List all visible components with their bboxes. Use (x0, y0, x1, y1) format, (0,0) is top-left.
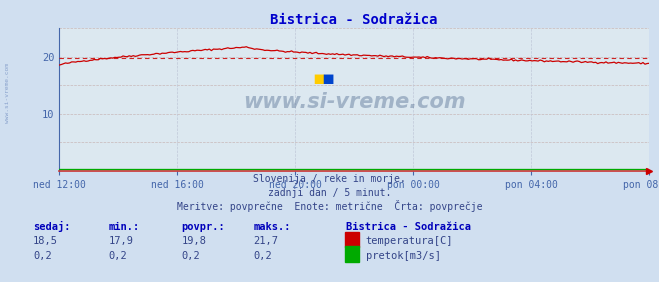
Text: ▪: ▪ (312, 69, 326, 87)
Text: 0,2: 0,2 (109, 251, 127, 261)
Text: 0,2: 0,2 (181, 251, 200, 261)
Text: 0,2: 0,2 (254, 251, 272, 261)
Text: Meritve: povprečne  Enote: metrične  Črta: povprečje: Meritve: povprečne Enote: metrične Črta:… (177, 200, 482, 212)
Text: 17,9: 17,9 (109, 236, 134, 246)
Text: pretok[m3/s]: pretok[m3/s] (366, 251, 441, 261)
Text: 0,2: 0,2 (33, 251, 51, 261)
Text: maks.:: maks.: (254, 222, 291, 232)
Text: povpr.:: povpr.: (181, 222, 225, 232)
Text: temperatura[C]: temperatura[C] (366, 236, 453, 246)
Title: Bistrica - Sodražica: Bistrica - Sodražica (270, 13, 438, 27)
Text: ▪: ▪ (321, 69, 334, 87)
Text: Slovenija / reke in morje.: Slovenija / reke in morje. (253, 174, 406, 184)
Text: 18,5: 18,5 (33, 236, 58, 246)
Text: zadnji dan / 5 minut.: zadnji dan / 5 minut. (268, 188, 391, 198)
Text: www.si-vreme.com: www.si-vreme.com (5, 63, 11, 123)
Text: 21,7: 21,7 (254, 236, 279, 246)
Text: Bistrica - Sodražica: Bistrica - Sodražica (346, 222, 471, 232)
Text: min.:: min.: (109, 222, 140, 232)
Text: sedaj:: sedaj: (33, 221, 71, 232)
Text: www.si-vreme.com: www.si-vreme.com (243, 92, 465, 112)
Text: 19,8: 19,8 (181, 236, 206, 246)
